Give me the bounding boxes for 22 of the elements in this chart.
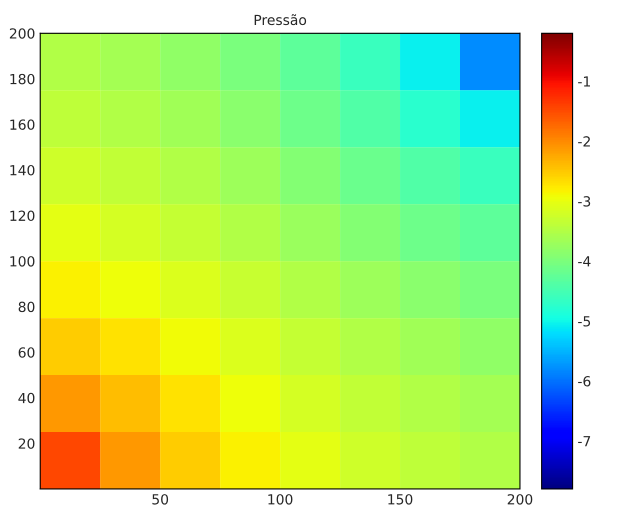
color-bar-label: -2 [578,136,590,146]
y-tick-label: 120 [10,210,34,222]
color-bar-label: -7 [578,436,590,446]
color-bar-label: -6 [578,376,590,387]
y-tick-label: 60 [18,347,34,358]
x-tick-label: 200 [508,494,532,505]
color-bar-label: -4 [578,256,591,266]
x-tick-label: 50 [152,494,168,505]
y-tick-label: 180 [10,74,34,84]
y-tick-label: 200 [10,28,34,39]
y-tick-label: 100 [10,256,34,267]
chart-title: Pressão [254,14,306,26]
y-tick-label: 160 [10,119,34,130]
x-tick-label: 150 [388,494,412,505]
y-tick-label: 40 [18,392,34,404]
color-bar-label: -3 [578,196,590,207]
color-bar-label: -1 [578,76,590,87]
y-tick-label: 20 [18,438,34,449]
color-bar-label: -5 [578,316,590,327]
y-tick-label: 140 [10,164,34,176]
y-tick-label: 80 [18,302,34,312]
x-tick-label: 100 [268,494,292,505]
